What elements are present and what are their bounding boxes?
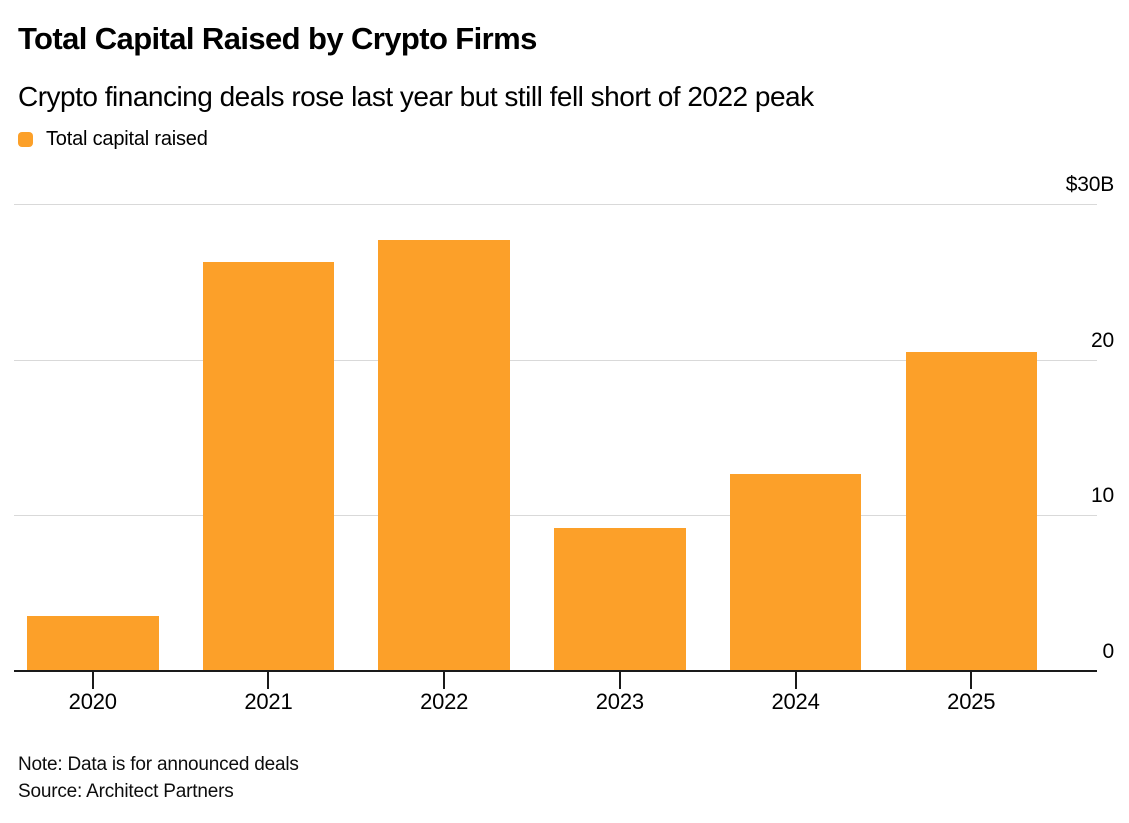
x-axis-label-2024: 2024	[771, 689, 820, 714]
bar-2023	[554, 528, 686, 670]
x-axis-tick-2025	[970, 672, 973, 689]
x-axis-baseline	[14, 670, 1097, 672]
note-text: Note: Data is for announced deals	[18, 754, 299, 775]
legend: Total capital raised	[18, 128, 208, 151]
x-axis-label-2021: 2021	[244, 689, 293, 714]
y-axis-label-30: $30B	[1065, 173, 1114, 196]
chart-subtitle: Crypto financing deals rose last year bu…	[18, 81, 814, 112]
x-axis-label-2022: 2022	[420, 689, 469, 714]
chart-footnotes: Note: Data is for announced deals Source…	[18, 751, 299, 805]
x-axis-tick-2020	[91, 672, 94, 689]
legend-swatch-icon	[18, 132, 33, 147]
bar-2024	[729, 473, 862, 670]
x-axis-label-2023: 2023	[595, 689, 644, 714]
x-axis-tick-2023	[618, 672, 621, 689]
y-axis-label-10: 10	[1091, 484, 1114, 508]
y-axis-label-0: 0	[1102, 640, 1115, 663]
bar-2022	[378, 240, 510, 670]
gridline-30	[14, 204, 1097, 205]
x-axis-tick-2022	[443, 672, 446, 689]
source-text: Source: Architect Partners	[18, 781, 234, 802]
plot-area: 0 10 20 $30B 2020 2021 2022 2023 2024 2025	[14, 173, 1114, 714]
bar-2020	[27, 615, 159, 670]
x-axis-label-2025: 2025	[947, 689, 996, 714]
x-axis-label-2020: 2020	[68, 689, 117, 714]
y-axis-label-20: 20	[1091, 328, 1114, 352]
gridline-20	[14, 359, 1097, 361]
legend-label: Total capital raised	[46, 128, 208, 150]
gridline-10	[14, 515, 1097, 517]
chart-title: Total Capital Raised by Crypto Firms	[18, 21, 537, 56]
bar-2025	[905, 352, 1037, 670]
x-axis-tick-2024	[794, 672, 797, 689]
x-axis-tick-2021	[267, 672, 270, 689]
bar-2021	[202, 262, 335, 670]
